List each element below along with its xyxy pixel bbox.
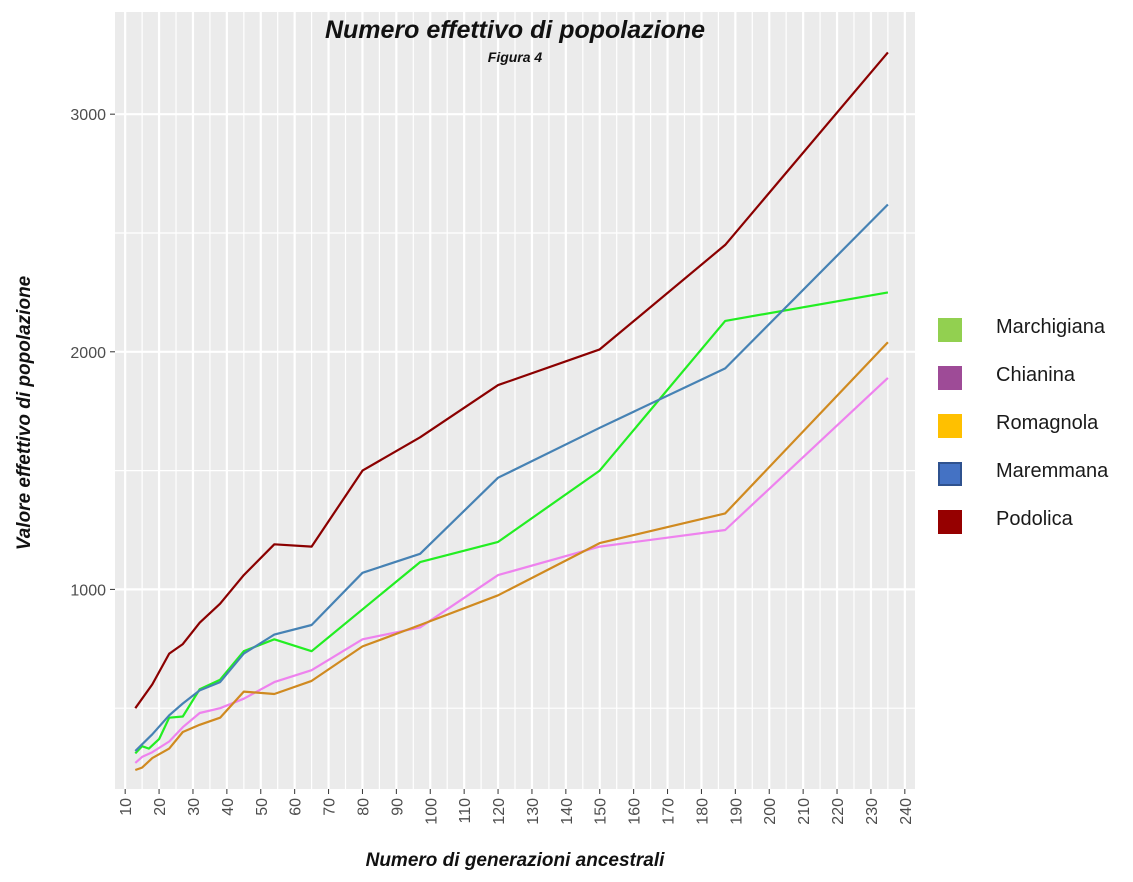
x-axis: 10 20 30 40 50 60 70 80 90 100 110 120 130 140 150 160 1… xyxy=(118,789,915,825)
x-tick-label: 210 xyxy=(796,798,813,825)
legend: Marchigiana Chianina Romagnola Maremmana Pod… xyxy=(938,312,1128,552)
legend-label: Romagnola xyxy=(996,412,1099,434)
x-tick-label: 180 xyxy=(694,798,711,825)
legend-item-maremmana: Maremmana xyxy=(938,456,1128,504)
series-line-marchigiana xyxy=(134,291,889,755)
legend-label: Podolica xyxy=(996,508,1073,530)
legend-item-chianina: Chianina xyxy=(938,360,1128,408)
series-lines xyxy=(134,51,889,772)
x-tick-label: 120 xyxy=(491,798,508,825)
x-tick-label: 10 xyxy=(118,798,135,816)
y-axis-title: Valore effettivo di popolazione xyxy=(14,275,35,550)
x-tick-label: 100 xyxy=(423,798,440,825)
x-tick-label: 170 xyxy=(661,798,678,825)
legend-swatch xyxy=(938,318,962,342)
legend-swatch xyxy=(938,510,962,534)
legend-label: Chianina xyxy=(996,364,1075,386)
y-tick-label: 1000 xyxy=(70,582,106,599)
x-tick-label: 40 xyxy=(220,798,237,816)
x-axis-title: Numero di generazioni ancestrali xyxy=(366,850,666,871)
legend-swatch xyxy=(938,414,962,438)
series-line-podolica xyxy=(134,51,889,709)
x-tick-label: 110 xyxy=(457,798,474,824)
chart-title: Numero effettivo di popolazione xyxy=(325,16,705,44)
x-tick-label: 140 xyxy=(559,798,576,825)
legend-item-podolica: Podolica xyxy=(938,504,1128,552)
series-line-chianina xyxy=(134,377,889,764)
x-tick-label: 200 xyxy=(762,798,779,825)
x-tick-label: 220 xyxy=(830,798,847,825)
x-tick-label: 90 xyxy=(389,798,406,816)
legend-label: Maremmana xyxy=(996,460,1109,482)
series-line-romagnola xyxy=(134,341,889,772)
x-tick-label: 70 xyxy=(322,798,339,816)
y-tick-label: 2000 xyxy=(70,345,106,362)
legend-item-marchigiana: Marchigiana xyxy=(938,312,1128,360)
legend-label: Marchigiana xyxy=(996,316,1105,338)
legend-swatch xyxy=(938,462,962,486)
x-tick-label: 230 xyxy=(864,798,881,825)
x-tick-label: 160 xyxy=(627,798,644,825)
x-tick-label: 80 xyxy=(355,798,372,816)
x-tick-label: 240 xyxy=(898,798,915,825)
x-tick-label: 60 xyxy=(288,798,305,816)
legend-swatch xyxy=(938,366,962,390)
x-tick-label: 20 xyxy=(152,798,169,816)
x-tick-label: 130 xyxy=(525,798,542,825)
x-tick-label: 190 xyxy=(728,798,745,825)
x-tick-label: 30 xyxy=(186,798,203,816)
series-line-maremmana xyxy=(134,203,889,752)
x-tick-label: 150 xyxy=(593,798,610,825)
y-axis: 1000 2000 3000 xyxy=(70,107,115,599)
x-tick-label: 50 xyxy=(254,798,271,816)
legend-item-romagnola: Romagnola xyxy=(938,408,1128,456)
chart-subtitle: Figura 4 xyxy=(488,49,543,65)
y-tick-label: 3000 xyxy=(70,107,106,124)
